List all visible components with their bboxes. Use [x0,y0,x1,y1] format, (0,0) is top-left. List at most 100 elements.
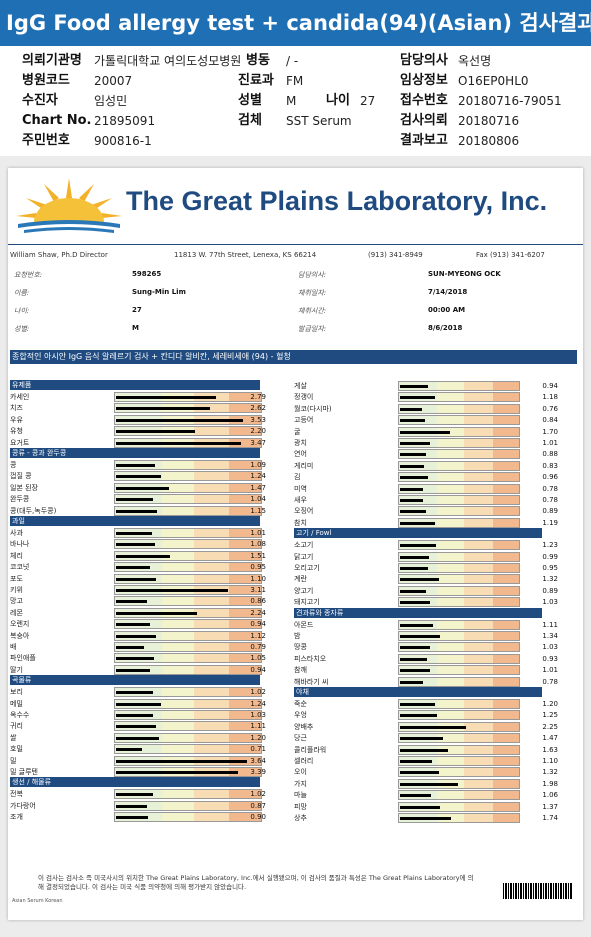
food-name: 치즈 [10,404,23,413]
result-value: 3.53 [250,415,266,424]
food-name: 피스타치오 [294,654,327,663]
result-row: 가지 1.98 [294,778,560,790]
result-row: 광치 1.01 [294,437,560,449]
result-row: 치즈 2.62 [10,402,268,414]
form-name: Asian Serum Korean [12,898,63,904]
result-row: 소고기 1.23 [294,539,560,551]
footer-note: 이 검사는 검사소 즉 미국사시의 위치한 The Great Plains L… [38,874,474,891]
section-header: 고기 / Fowl [294,528,542,539]
result-value: 1.24 [250,472,266,481]
lab-fax: Fax (913) 341-6207 [476,251,545,259]
result-value: 0.78 [542,677,558,686]
level-fill [116,600,147,604]
result-value: 1.03 [542,598,558,607]
result-row: 유청 2.20 [10,425,268,437]
food-name: 카세인 [10,393,30,401]
examinee-value: 임성민 [94,94,128,108]
report-label: 결과보고 [400,133,448,148]
level-fill [400,760,433,763]
result-value: 1.18 [542,393,558,402]
level-fill [400,453,426,457]
result-value: 2.20 [250,427,266,436]
food-name: 껍질 콩 [10,472,32,481]
sun-logo-icon [16,178,122,233]
result-row: 셀러리 1.10 [294,755,560,767]
result-value: 0.96 [542,473,558,482]
section-header: 곡물류 [10,675,260,686]
result-value: 1.11 [250,722,266,731]
food-name: 가다랑어 [10,801,36,810]
issue-value: 8/6/2018 [428,324,463,332]
result-row: 당근 1.47 [294,732,560,744]
result-row: 메밀 1.24 [10,698,268,710]
lab-director: William Shaw, Ph.D Director [10,251,108,259]
section-header: 콩류 - 콩과 완두콩 [10,448,260,458]
level-fill [116,486,169,490]
result-row: 포도 1.10 [10,573,268,585]
result-row: 딸기 0.94 [10,664,268,676]
result-row: 콩(대두,녹두콩) 1.15 [10,505,268,517]
result-row: 해바라기 씨 0.78 [294,676,560,688]
food-name: 코코넛 [10,563,30,572]
food-name: 콜리플라워 [294,745,327,754]
result-row: 파인애플 1.05 [10,652,268,664]
result-row: 완두콩 1.04 [10,493,268,505]
barcode-icon [503,883,573,899]
level-fill [400,442,430,445]
level-fill [116,464,156,467]
result-value: 0.99 [542,552,558,561]
result-value: 0.79 [250,643,266,651]
result-value: 1.74 [542,814,558,822]
result-row: 연어 0.88 [294,448,560,460]
result-value: 1.08 [250,540,266,549]
code-label: 병원코드 [22,73,70,88]
specimen-value: SST Serum [286,114,352,128]
level-fill [400,817,452,820]
level-fill [400,669,430,673]
level-fill [116,657,154,661]
result-value: 0.94 [542,382,558,390]
result-row: 고등어 0.84 [294,414,560,426]
level-fill [400,419,425,423]
food-name: 파인애플 [10,654,36,663]
food-name: 옥수수 [10,711,30,719]
result-value: 1.09 [250,461,266,469]
level-fill [400,430,451,434]
examinee-label: 수진자 [22,93,58,108]
result-value: 1.98 [542,779,558,788]
level-fill [116,793,153,797]
food-name: 체리 [10,551,23,560]
level-fill [116,418,244,422]
result-row: 돼지고기 1.03 [294,596,560,608]
food-name: 귀리 [10,722,23,731]
code-value: 20007 [94,74,133,88]
level-fill [116,589,228,592]
level-fill [400,635,440,638]
result-value: 1.32 [542,575,558,584]
level-fill [400,396,435,400]
section-header: 과일 [10,516,260,526]
lab-name: The Great Plains Laboratory, Inc. [126,186,548,216]
result-row: 바나나 1.08 [10,538,268,550]
report-title: IgG Food allergy test + candida(94)(Asia… [0,0,591,46]
food-name: 일본 된장 [10,483,38,492]
chart-label: Chart No. [22,113,92,128]
result-row: 쌀 1.20 [10,732,268,744]
result-row: 키위 3.11 [10,584,268,596]
result-value: 1.19 [542,518,558,527]
result-row: 보리 1.02 [10,686,268,698]
result-row: 전복 1.02 [10,788,268,800]
food-name: 상추 [294,814,307,822]
ward-label: 병동 [246,53,270,68]
result-value: 0.89 [542,586,558,595]
level-fill [116,532,153,535]
level-fill [116,623,150,627]
food-name: 새우 [294,496,307,504]
food-name: 우유 [10,415,23,424]
result-value: 1.01 [542,666,558,675]
panel-title-bar: 종합적인 아시안 IgG 음식 알레르기 검사 + 칸디다 알비칸, 세레비세애… [10,350,577,364]
section-header: 유제품 [10,380,260,390]
food-name: 밀 글루텐 [10,768,38,776]
level-fill [400,601,431,605]
sex-label: 성별 [238,93,262,108]
